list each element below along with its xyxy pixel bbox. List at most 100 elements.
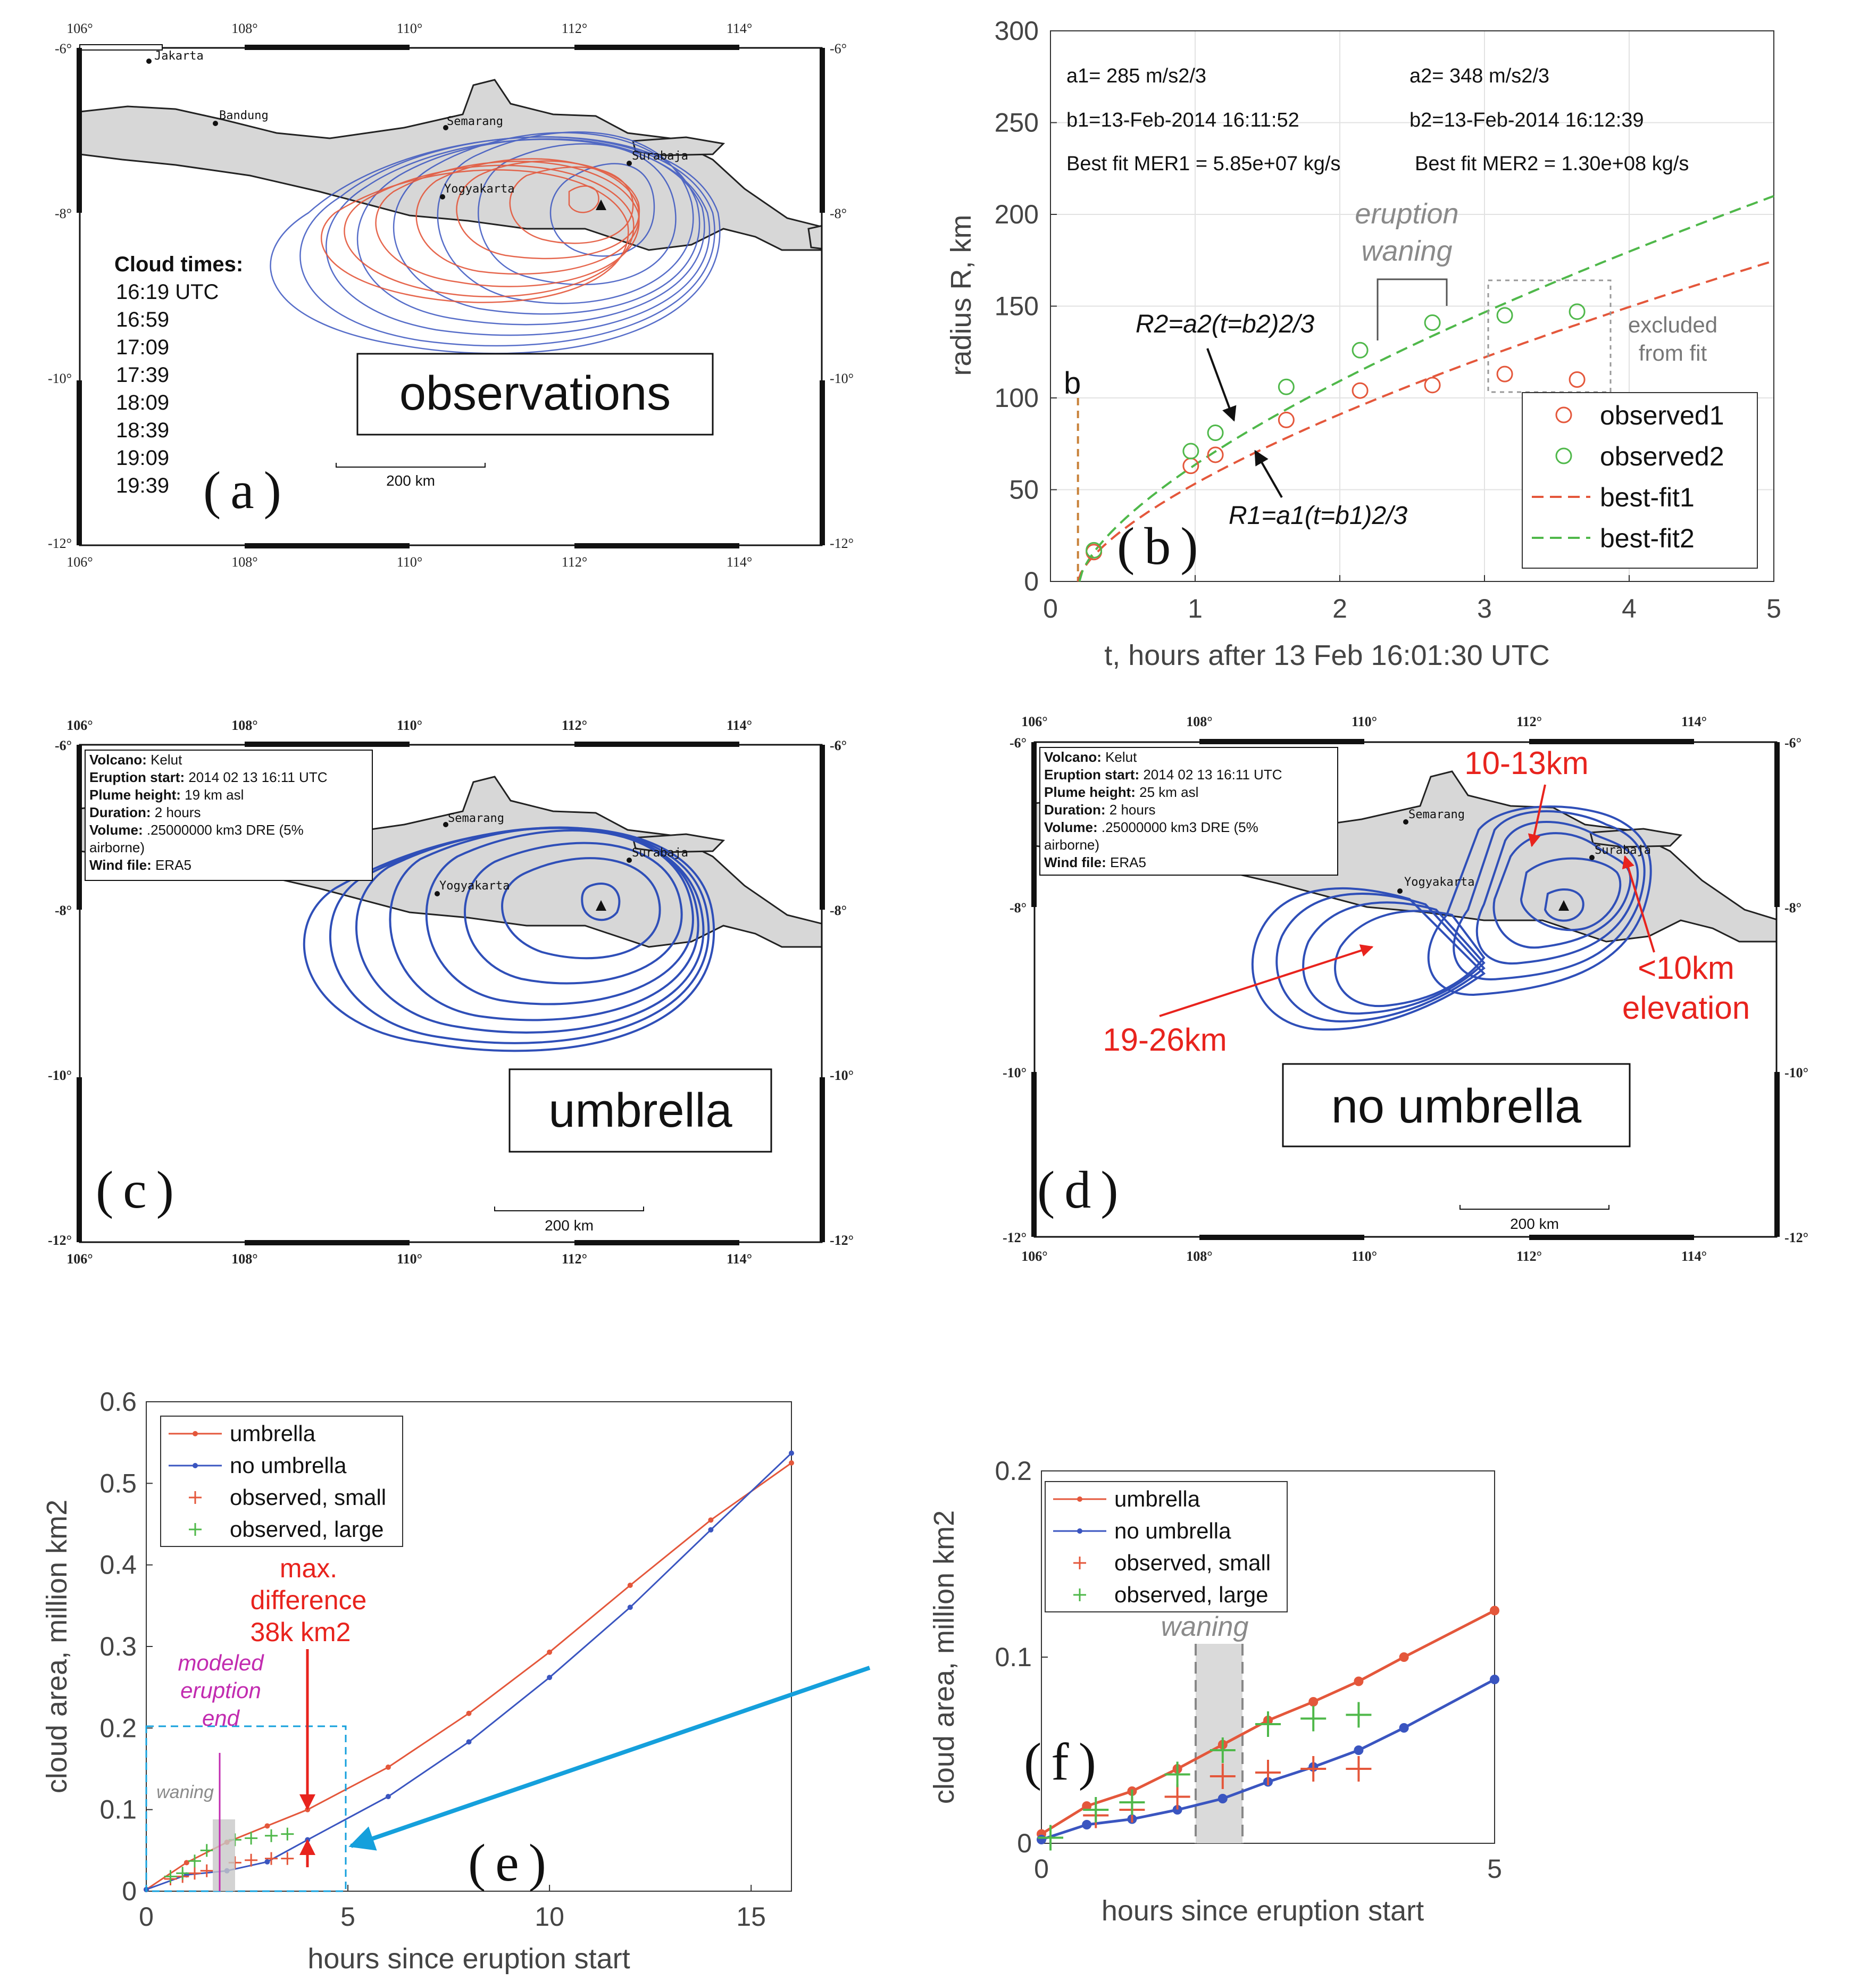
- info-value: Kelut: [1105, 749, 1137, 765]
- point-observed2: [1207, 425, 1224, 442]
- panel-a-cloud-time: 19:09: [116, 446, 169, 470]
- panel-d-checker-border: [1031, 739, 1780, 1240]
- legend-label: observed1: [1600, 401, 1724, 430]
- series-point-umbrella: [264, 1823, 270, 1829]
- panel-b-eq2: R2=a2(t=b2)2/3: [1136, 310, 1315, 338]
- y-tick-label: 250: [995, 108, 1039, 138]
- series-point-no-umbrella: [1399, 1723, 1409, 1733]
- panel-c-title-box: [508, 1068, 772, 1153]
- panel-c-lon-top-4: 112°: [562, 718, 587, 733]
- series-point-no-umbrella: [789, 1450, 794, 1456]
- panel-d-city-dot-surabaja: [1589, 855, 1595, 860]
- legend-label: best-fit1: [1600, 483, 1695, 512]
- panel-c-volcano-icon: [596, 900, 606, 911]
- legend-box: [1045, 1481, 1288, 1612]
- panel-a-lon-bottom-1: 106°: [66, 554, 93, 570]
- panel-e-axes: 0 5 10 15 0 0.1 0.2 0.3 0.4 0.5 0.6 hours since eru…: [41, 1387, 792, 1975]
- panel-a-java-land: [80, 79, 822, 251]
- info-line: Volume: .25000000 km3 DRE (5%: [89, 822, 304, 838]
- panel-d-city-yogyakarta: Yogyakarta: [1404, 876, 1474, 889]
- panel-a-blue-contours: [270, 131, 721, 354]
- panel-f-waning-label: waning: [1161, 1611, 1249, 1642]
- panel-f-series: [1037, 1606, 1499, 1851]
- legend-marker: [189, 1523, 202, 1536]
- y-tick-label: 0: [122, 1876, 137, 1906]
- panel-c-info-box: [85, 750, 373, 881]
- panel-b-waning-line2: waning: [1361, 235, 1452, 267]
- panel-b-waning-line1: eruption: [1355, 198, 1458, 230]
- panel-d-arrow-10km: [1622, 855, 1655, 953]
- panel-a-lon-top-2: 108°: [231, 21, 257, 36]
- panel-f-legend: umbrella no umbrella observed, small observ…: [1045, 1481, 1288, 1612]
- panel-a-title: observations: [399, 367, 671, 420]
- obs-point-observed-large: [1300, 1706, 1327, 1732]
- series-point-umbrella: [627, 1583, 633, 1588]
- panel-e-modeled-end-line3: end: [202, 1706, 240, 1731]
- info-value: 2014 02 13 16:11 UTC: [188, 769, 327, 785]
- excluded-point-observed1: [1569, 371, 1586, 388]
- excluded-point-observed1: [1496, 365, 1513, 382]
- panel-e-modeled-end-line1: modeled: [178, 1650, 264, 1675]
- panel-a-cloud-time: 19:39: [116, 474, 169, 497]
- panel-a-lat-left-1: -6°: [55, 41, 72, 56]
- obs-point-observed-large: [265, 1829, 278, 1842]
- panel-d-info-box: [1039, 747, 1338, 876]
- panel-d-annotation-under-10km: <10km: [1638, 950, 1734, 986]
- obs-point-observed-small: [200, 1864, 213, 1877]
- panel-b-eq1: R1=a1(t=b1)2/3: [1229, 502, 1408, 530]
- panel-a-city-dot-semarang: [443, 125, 448, 130]
- panel-e-modeled-end-line2: eruption: [180, 1678, 261, 1703]
- panel-c-map-content: [80, 776, 822, 1052]
- panel-b-series: [1077, 195, 1774, 582]
- y-tick-label: 0.1: [99, 1795, 137, 1825]
- panel-c-lon-top-5: 114°: [727, 718, 752, 733]
- y-tick-label: 0.2: [99, 1713, 137, 1743]
- panel-a-lon-top-5: 114°: [727, 21, 752, 36]
- x-tick-label: 0: [1034, 1854, 1049, 1884]
- info-key: Volcano:: [89, 752, 151, 768]
- panel-d-lat-left-4: -12°: [1003, 1230, 1027, 1245]
- info-value: 2014 02 13 16:11 UTC: [1143, 767, 1282, 783]
- panel-c-scale-bar: [494, 1207, 644, 1211]
- series-point-no-umbrella: [1490, 1675, 1499, 1684]
- panel-b-excluded-line1: excluded: [1628, 312, 1717, 337]
- panel-c-lon-bottom-2: 108°: [231, 1251, 257, 1267]
- panel-c-lon-bottom-4: 112°: [562, 1251, 587, 1267]
- panel-d-lon-top-3: 110°: [1352, 714, 1377, 729]
- panel-a-lon-bottom-5: 114°: [727, 554, 752, 570]
- obs-point-observed-large: [1083, 1797, 1109, 1823]
- panel-a-city-bandung: Bandung: [219, 109, 269, 122]
- panel-d-lat-left-1: -6°: [1010, 735, 1027, 751]
- series-point-umbrella: [184, 1860, 189, 1866]
- obs-point-observed-large: [176, 1867, 189, 1880]
- panel-a-cloud-time: 16:19 UTC: [116, 280, 219, 304]
- obs-point-observed-large: [1346, 1702, 1372, 1728]
- legend-marker-dot: [193, 1463, 198, 1468]
- panel-b-x-axis-label: t, hours after 13 Feb 16:01:30 UTC: [1104, 639, 1549, 671]
- panel-d-contours: [1251, 805, 1652, 1031]
- panel-a-cloud-time: 17:09: [116, 336, 169, 359]
- x-tick-label: 4: [1622, 594, 1637, 623]
- panel-d-arrow-19-26km: [1159, 944, 1374, 1017]
- panel-e-modeled-end-label: modeled eruption end: [178, 1650, 264, 1731]
- legend-label: observed, large: [1114, 1582, 1269, 1607]
- point-observed2: [1182, 443, 1199, 460]
- panel-a-lat-left-2: -8°: [55, 206, 72, 221]
- panel-c-lat-left-4: -12°: [48, 1233, 72, 1248]
- legend-label: umbrella: [230, 1421, 316, 1446]
- panel-e-zoom-box: [145, 1725, 347, 1892]
- obs-point-observed-small: [1255, 1760, 1281, 1785]
- series-point-umbrella: [1490, 1606, 1499, 1616]
- info-line: Wind file: ERA5: [1044, 854, 1146, 870]
- panel-f: 0 5 0 0.1 0.2 hours since eruption start cloud…: [928, 1456, 1502, 1927]
- panel-d-arrow-10-13km: [1528, 784, 1546, 847]
- series-point-no-umbrella: [708, 1527, 714, 1533]
- info-line: airborne): [1044, 837, 1099, 853]
- panel-b-excluded-line2: from fit: [1639, 340, 1707, 365]
- legend-label: observed, small: [230, 1485, 386, 1510]
- info-value: Kelut: [151, 752, 182, 768]
- info-line: Plume height: 25 km asl: [1044, 784, 1198, 800]
- panel-d-city-semarang: Semarang: [1408, 808, 1465, 821]
